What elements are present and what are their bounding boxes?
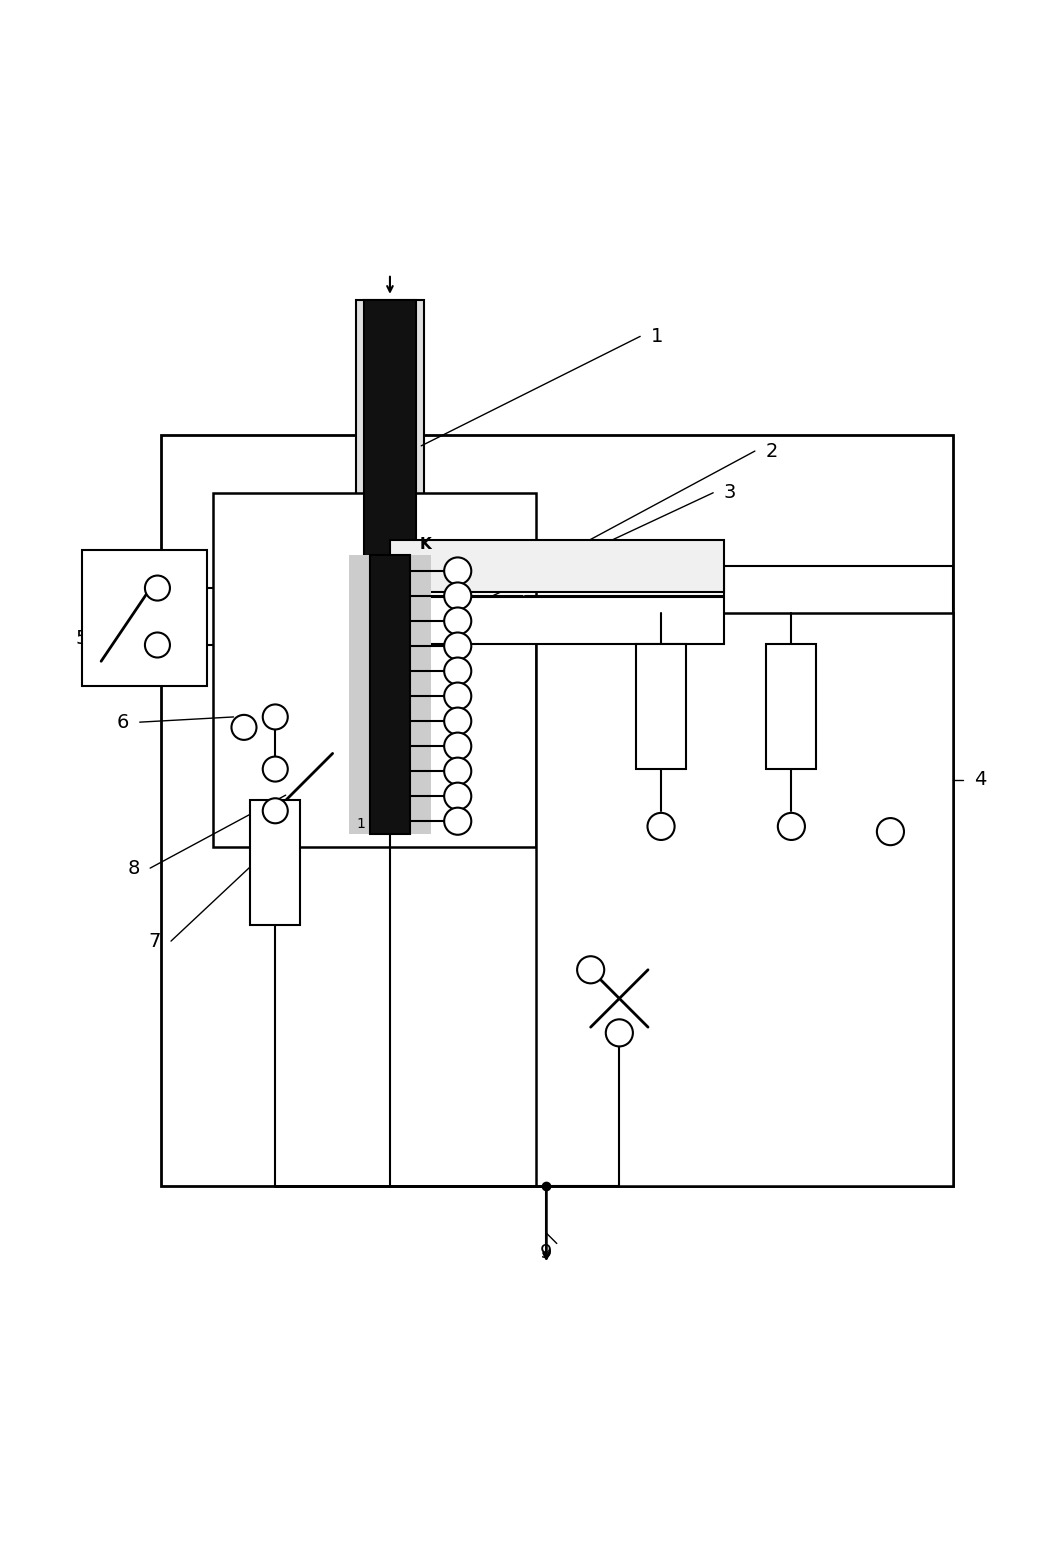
Text: 7: 7 <box>148 932 161 951</box>
Bar <box>766 644 817 769</box>
Text: 5: 5 <box>75 630 87 649</box>
Circle shape <box>577 956 604 984</box>
Circle shape <box>445 808 471 834</box>
Circle shape <box>605 1020 633 1046</box>
Circle shape <box>445 708 471 734</box>
Bar <box>636 644 686 769</box>
Circle shape <box>647 812 675 840</box>
Text: 1: 1 <box>356 817 365 831</box>
Text: 3: 3 <box>723 483 736 502</box>
Text: 6: 6 <box>117 712 129 731</box>
Text: K: K <box>420 538 432 552</box>
Bar <box>349 555 431 834</box>
Circle shape <box>445 758 471 784</box>
Circle shape <box>445 733 471 759</box>
Circle shape <box>778 812 805 840</box>
Bar <box>82 550 207 686</box>
Circle shape <box>231 716 256 741</box>
Circle shape <box>445 608 471 635</box>
Bar <box>390 597 723 644</box>
Circle shape <box>877 818 904 845</box>
Bar <box>250 800 301 926</box>
Circle shape <box>145 633 170 658</box>
Circle shape <box>263 756 288 781</box>
Text: 1: 1 <box>651 327 663 346</box>
Circle shape <box>445 633 471 659</box>
Text: 8: 8 <box>127 859 140 878</box>
Circle shape <box>263 798 288 823</box>
Bar <box>355 299 425 582</box>
Text: 9: 9 <box>540 1244 553 1263</box>
Circle shape <box>445 658 471 684</box>
Circle shape <box>263 705 288 730</box>
Text: 2: 2 <box>765 441 778 460</box>
Bar <box>212 493 536 847</box>
Circle shape <box>145 575 170 600</box>
Bar <box>370 555 410 834</box>
Bar <box>390 539 723 592</box>
Circle shape <box>445 558 471 585</box>
Circle shape <box>445 783 471 809</box>
Circle shape <box>445 683 471 709</box>
Bar <box>161 435 953 1186</box>
Bar <box>536 613 953 1186</box>
Circle shape <box>445 583 471 610</box>
Text: 4: 4 <box>974 770 986 789</box>
Bar <box>364 299 416 582</box>
